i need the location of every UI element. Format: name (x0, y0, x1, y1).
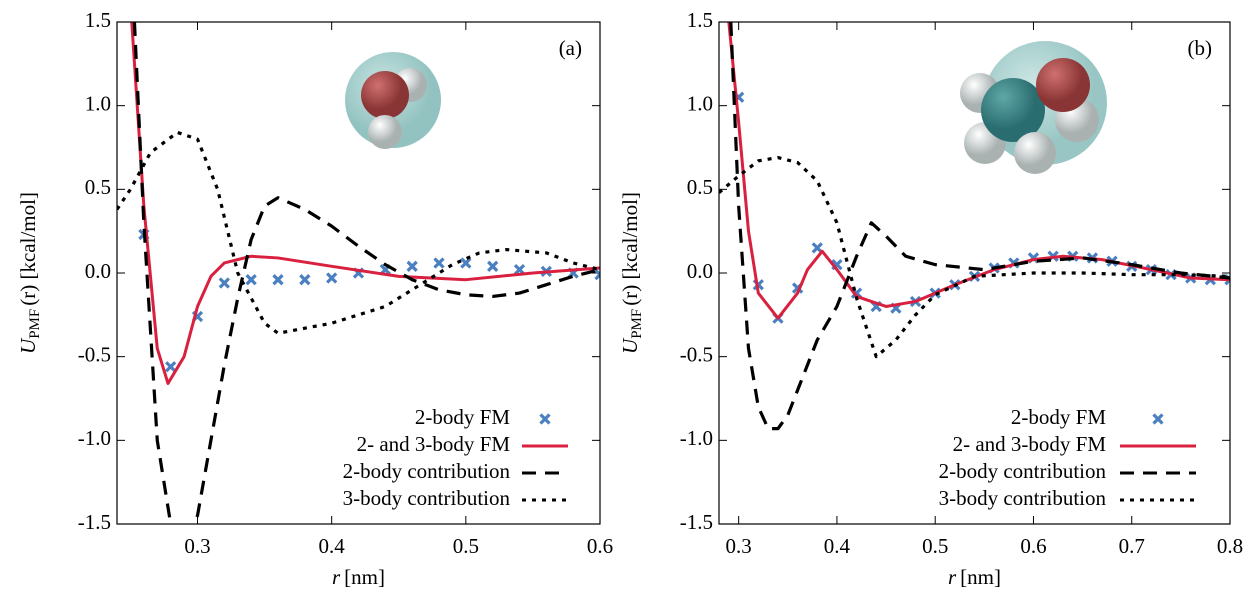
x-tick-label: 0.5 (453, 534, 479, 558)
legend-label: 2- and 3-body FM (357, 432, 511, 456)
y-tick-label: 0.0 (85, 259, 111, 283)
label-part: (r) [kcal/mol] (16, 192, 40, 306)
legend-swatch (1152, 413, 1164, 425)
x-tick-label: 0.6 (1020, 534, 1046, 558)
label-part: [nm] (344, 565, 385, 589)
series-line (132, 22, 600, 524)
label-part: r (948, 565, 957, 589)
series-line (117, 130, 600, 335)
x-tick-label: 0.8 (1217, 534, 1243, 558)
y-tick-label: 1.0 (85, 91, 111, 115)
y-axis-label: UPMF (r) [kcal/mol] (618, 192, 646, 354)
data-point (460, 257, 472, 269)
y-tick-label: 0.0 (687, 259, 713, 283)
y-tick-label: -0.5 (680, 342, 713, 366)
plot-frame (718, 21, 1231, 525)
series-line (729, 22, 1230, 431)
x-tick-label: 0.4 (319, 534, 346, 558)
legend-label: 3-body contribution (939, 486, 1107, 510)
data-point (811, 242, 823, 254)
label-part: PMF (27, 309, 43, 339)
x-tick-label: 0.7 (1119, 534, 1145, 558)
legend-label: 3-body contribution (343, 486, 511, 510)
x-tick-label: 0.3 (726, 534, 752, 558)
x-tick-label: 0.6 (587, 534, 613, 558)
label-part: (r) [kcal/mol] (618, 192, 642, 306)
label-part: U (16, 337, 40, 354)
y-tick-label: -1.0 (680, 426, 713, 450)
x-tick-label: 0.3 (184, 534, 210, 558)
series-line (130, 22, 600, 385)
molecule-water (345, 52, 441, 149)
y-tick-label: 1.0 (687, 91, 713, 115)
legend-label: 2-body contribution (343, 459, 511, 483)
x-tick-label: 0.5 (922, 534, 948, 558)
y-tick-label: -1.0 (78, 426, 111, 450)
molecule-methanol (960, 41, 1107, 174)
y-axis-label: UPMF (r) [kcal/mol] (16, 192, 44, 354)
y-tick-label: 0.5 (687, 175, 713, 199)
data-point (433, 257, 445, 269)
legend-label: 2-body FM (415, 405, 510, 429)
data-point (218, 277, 230, 289)
y-tick-label: -1.5 (78, 510, 111, 534)
label-part: U (618, 337, 642, 354)
panel: -1.5 -1.0 -0.5 0.0 0.5 1.0 1.5 0.3 0.4 0.5 0.6 r [nm… (16, 8, 613, 589)
data-point (299, 274, 311, 286)
plot-area (117, 22, 600, 524)
data-point (594, 269, 600, 281)
x-axis-label: r [nm] (332, 565, 385, 589)
series-line (719, 155, 1230, 359)
y-tick-label: 1.5 (85, 8, 111, 32)
data-point (245, 274, 257, 286)
y-tick-label: 0.5 (85, 175, 111, 199)
x-axis-label: r [nm] (948, 565, 1001, 589)
data-point (326, 272, 338, 284)
legend-label: 2- and 3-body FM (953, 432, 1107, 456)
legend-label: 2-body FM (1011, 405, 1106, 429)
y-tick-label: -1.5 (680, 510, 713, 534)
legend-label: 2-body contribution (939, 459, 1107, 483)
panel-label: (a) (559, 36, 582, 60)
label-part: [nm] (960, 565, 1001, 589)
plot-frame (116, 21, 601, 525)
panel: -1.5 -1.0 -0.5 0.0 0.5 1.0 1.5 0.3 0.4 0.5 0.6 0.7 0… (618, 8, 1243, 589)
y-tick-label: 1.5 (687, 8, 713, 32)
data-point (406, 260, 418, 272)
legend-swatch (539, 413, 551, 425)
plot-area (719, 22, 1230, 431)
x-tick-label: 0.4 (824, 534, 851, 558)
data-point (487, 260, 499, 272)
panel-label: (b) (1188, 36, 1213, 60)
data-point (165, 361, 177, 373)
label-part: r (332, 565, 341, 589)
data-point (272, 274, 284, 286)
label-part: PMF (629, 309, 645, 339)
y-tick-label: -0.5 (78, 342, 111, 366)
